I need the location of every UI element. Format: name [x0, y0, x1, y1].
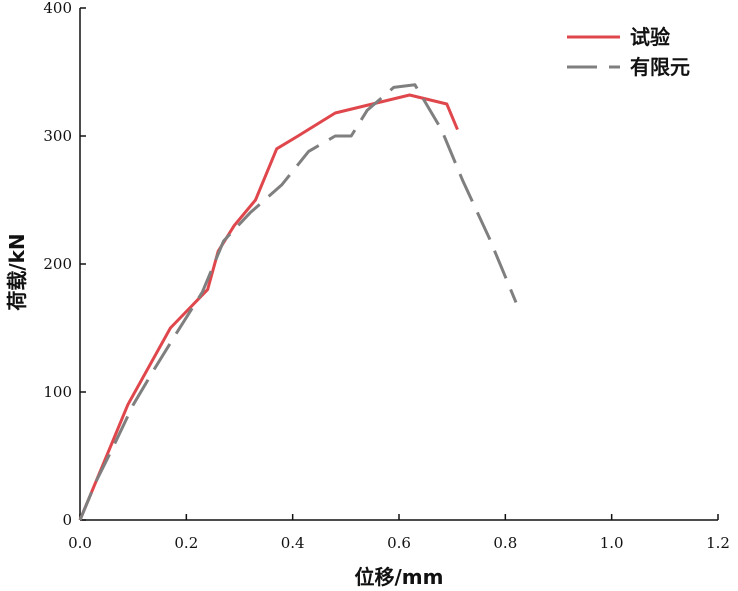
x-tick-label: 0.8: [493, 534, 517, 552]
x-tick-label: 0.4: [281, 534, 305, 552]
series-2: [78, 83, 518, 521]
y-tick-label: 300: [43, 127, 72, 145]
legend-label-1: 试验: [630, 25, 670, 49]
y-axis-title: 荷载/kN: [5, 233, 29, 310]
x-tick-label: 0.2: [174, 534, 198, 552]
legend-label-2: 有限元: [630, 55, 690, 79]
y-tick-label: 100: [43, 383, 72, 401]
x-tick-label: 1.0: [600, 534, 624, 552]
x-axis-title: 位移/mm: [355, 565, 444, 589]
y-tick-label: 0: [62, 511, 72, 529]
y-tick-label: 400: [43, 0, 72, 17]
y-tick-label: 200: [43, 255, 72, 273]
axes: 0 100 200 300 400 0.0 0.2 0.4 0.6 0.8 1.0 1.2: [43, 0, 730, 552]
series-line-2: [78, 83, 518, 521]
x-tick-label: 0.0: [68, 534, 92, 552]
series-layer: [78, 83, 518, 521]
x-tick-label: 1.2: [706, 534, 730, 552]
series-line-1: [78, 93, 459, 521]
x-tick-label: 0.6: [387, 534, 411, 552]
series-1: [78, 93, 459, 521]
